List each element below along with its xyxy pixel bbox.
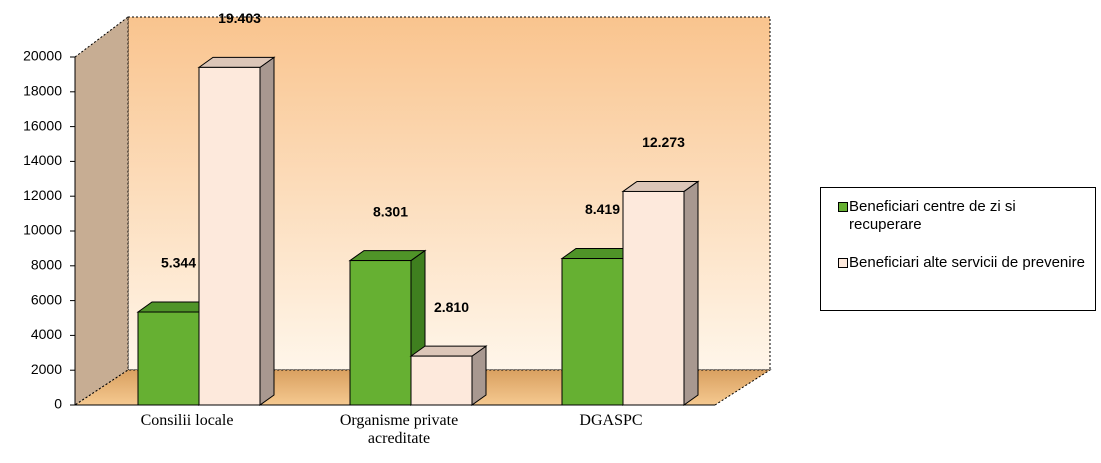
data-label: 2.810 xyxy=(434,299,469,315)
y-tick-label: 18000 xyxy=(23,83,62,99)
data-label: 19.403 xyxy=(218,10,261,26)
bar xyxy=(622,190,685,406)
y-tick-label: 14000 xyxy=(23,152,62,168)
bar-side xyxy=(683,180,699,406)
bar xyxy=(561,258,624,406)
bar-top xyxy=(621,180,700,192)
legend-item: Beneficiari centre de zi si recuperare xyxy=(838,198,1089,234)
legend-item: Beneficiari alte servicii de prevenire xyxy=(838,254,1089,272)
y-tick-label: 16000 xyxy=(23,117,62,133)
data-label: 12.273 xyxy=(642,134,685,150)
x-tick-label: Consilii locale xyxy=(140,412,234,429)
y-tick-label: 8000 xyxy=(31,257,62,273)
bar-top xyxy=(348,250,427,262)
y-tick-label: 2000 xyxy=(31,361,62,377)
data-label: 8.301 xyxy=(373,203,408,219)
data-label: 5.344 xyxy=(161,255,196,271)
y-tick-label: 12000 xyxy=(23,187,62,203)
y-tick-label: 6000 xyxy=(31,291,62,307)
y-tick-label: 20000 xyxy=(23,48,62,64)
x-tick-label: DGASPC xyxy=(579,412,643,429)
bar xyxy=(410,355,473,406)
legend-swatch xyxy=(838,202,848,212)
bar-top xyxy=(409,345,488,357)
y-tick-label: 0 xyxy=(54,396,62,412)
bar xyxy=(198,66,261,406)
data-label: 8.419 xyxy=(585,201,620,217)
y-tick-label: 10000 xyxy=(23,222,62,238)
side-wall xyxy=(74,15,129,406)
legend-label: Beneficiari centre de zi si recuperare xyxy=(849,198,1016,233)
legend-label: Beneficiari alte servicii de prevenire xyxy=(849,254,1085,271)
bar xyxy=(349,260,412,406)
bar-side xyxy=(259,56,275,406)
bar-top xyxy=(197,56,276,68)
y-tick-label: 4000 xyxy=(31,326,62,342)
bar xyxy=(137,311,200,406)
legend: Beneficiari centre de zi si recuperare Be… xyxy=(820,187,1096,311)
x-tick-label: Organisme private acreditate xyxy=(339,412,459,447)
legend-swatch xyxy=(838,258,848,268)
